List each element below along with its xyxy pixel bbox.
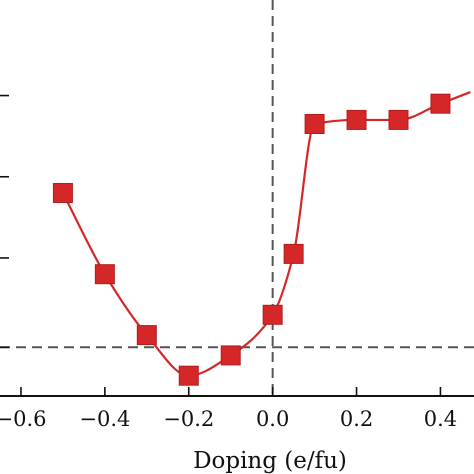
data-point-marker <box>94 264 115 285</box>
data-point-marker <box>178 365 199 386</box>
data-point-marker <box>283 243 304 264</box>
x-tick-label: 0.0 <box>256 407 289 431</box>
axes: −0.6 −0.4 −0.2 0.0 0.2 0.4 <box>0 94 474 431</box>
series-marker-layer <box>52 93 451 386</box>
data-point-marker <box>346 109 367 130</box>
x-tick-label: −0.6 <box>0 407 46 431</box>
data-point-marker <box>262 304 283 325</box>
x-tick-label: 0.2 <box>340 407 373 431</box>
data-point-marker <box>52 183 73 203</box>
data-point-marker <box>304 113 325 134</box>
data-point-marker <box>430 93 451 114</box>
x-tick-label: −0.4 <box>79 407 130 431</box>
data-point-marker <box>388 109 409 130</box>
reference-lines <box>0 0 474 396</box>
x-axis-label: Doping (e/fu) <box>193 448 347 474</box>
data-point-marker <box>136 325 157 346</box>
x-tick-label: 0.4 <box>424 407 457 431</box>
data-point-marker <box>220 345 241 366</box>
x-tick-label: −0.2 <box>163 407 214 431</box>
